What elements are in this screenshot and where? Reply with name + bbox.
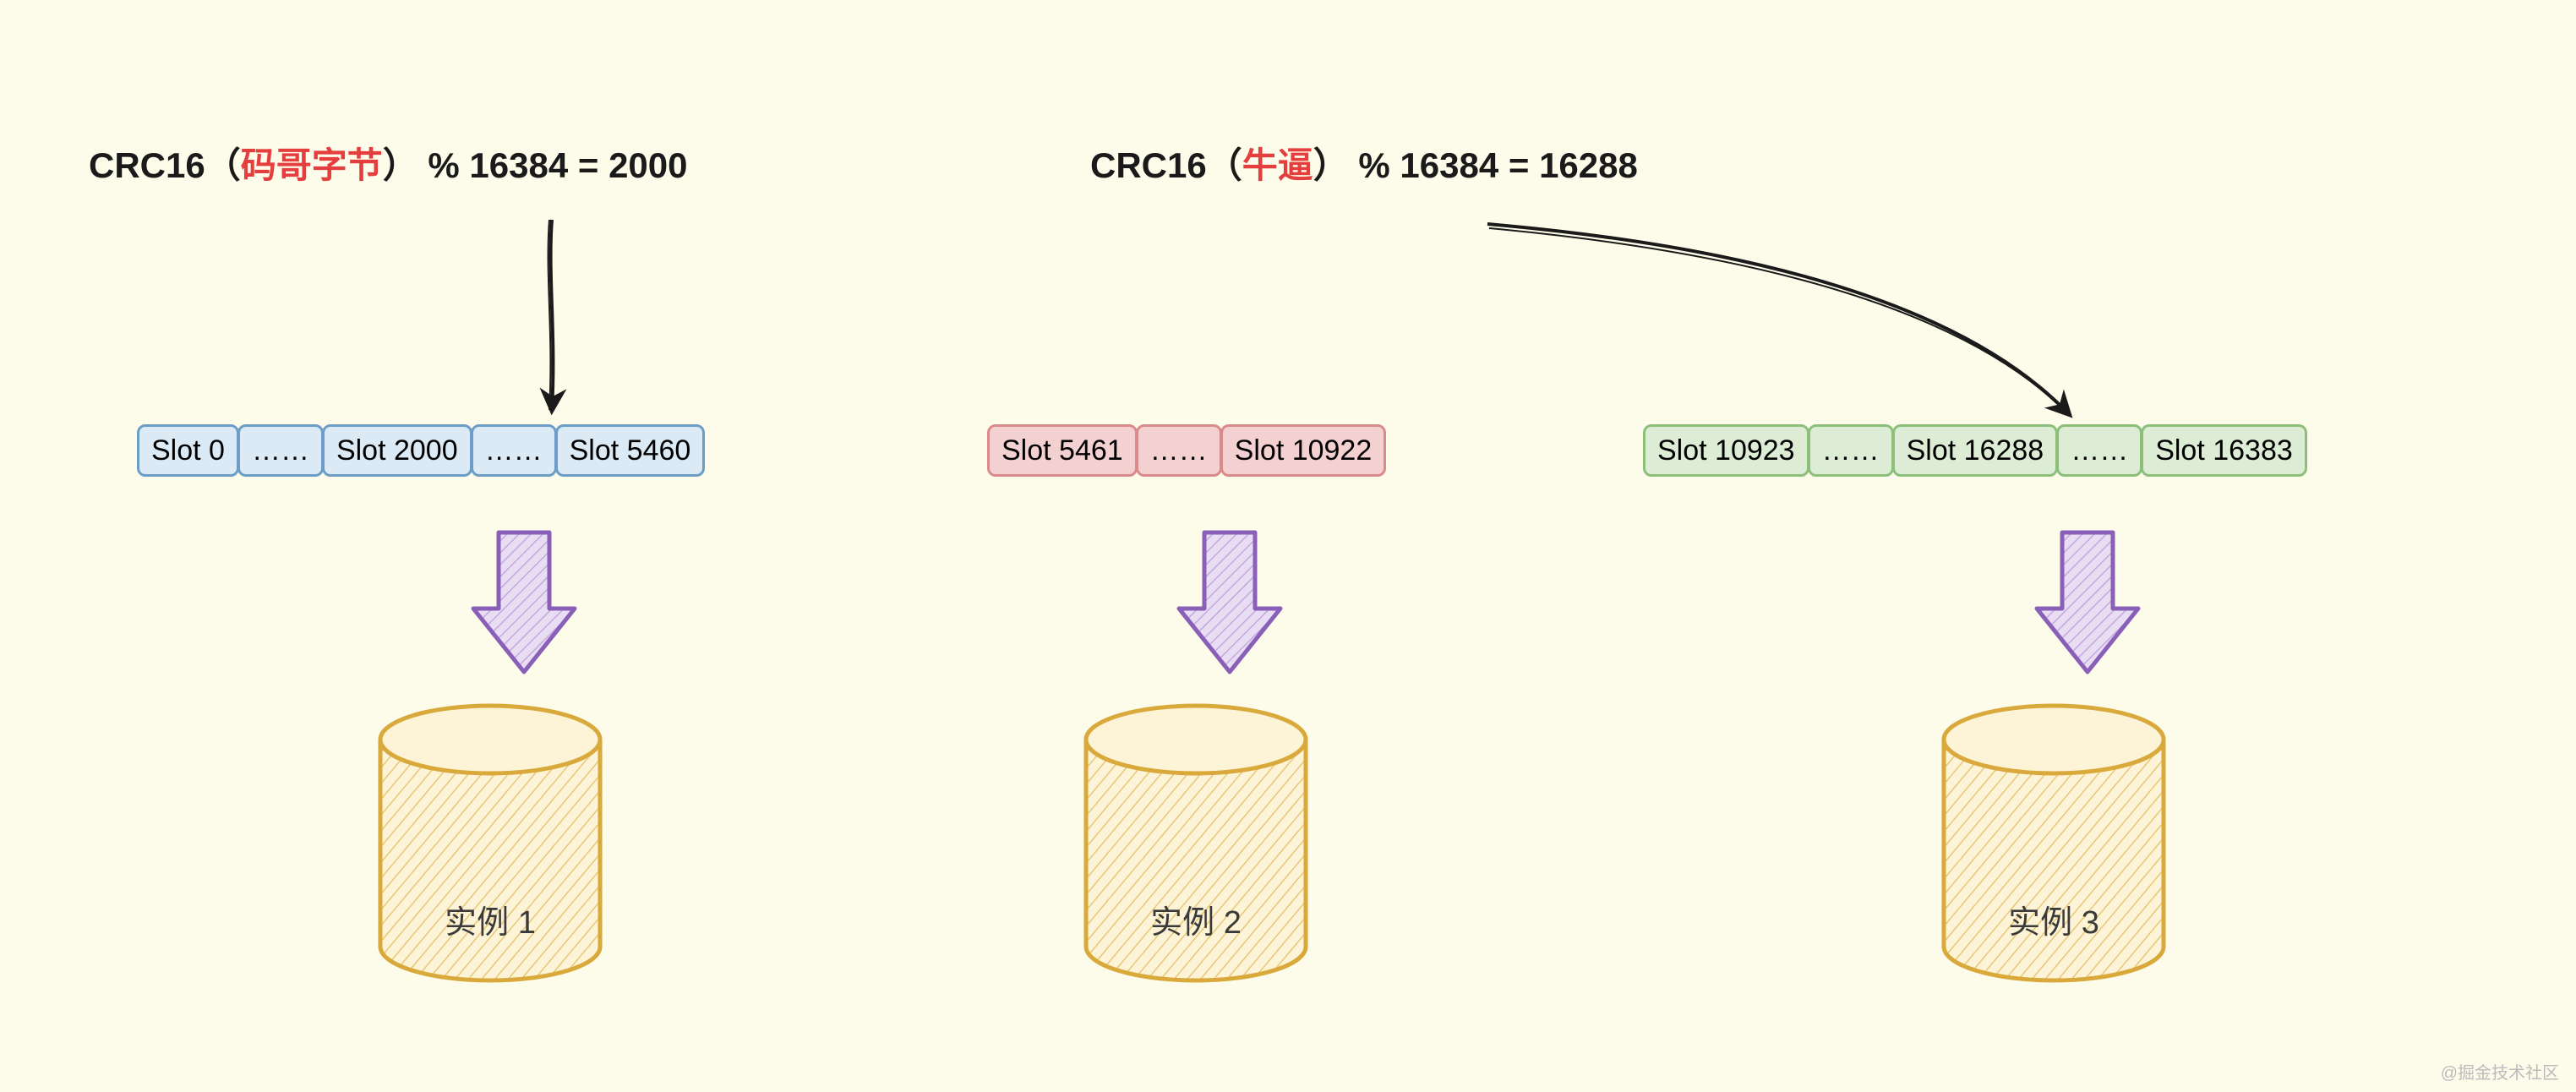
watermark: @掘金技术社区 xyxy=(2441,1059,2559,1084)
slot-box: Slot 10923 xyxy=(1643,424,1809,477)
cylinder-2: 实例 2 xyxy=(1069,693,1323,997)
formula-1: CRC16（码哥字节） % 16384 = 2000 xyxy=(89,137,688,188)
slot-ellipsis: …… xyxy=(471,424,557,477)
slot-box: Slot 16383 xyxy=(2141,424,2307,477)
slot-box: Slot 0 xyxy=(137,424,239,477)
slot-ellipsis: …… xyxy=(237,424,324,477)
cylinder-label: 实例 1 xyxy=(363,896,617,942)
formula-suffix: ） % 16384 = 2000 xyxy=(383,145,688,185)
slot-group-1: Slot 0 …… Slot 2000 …… Slot 5460 xyxy=(137,424,703,477)
cylinder-1: 实例 1 xyxy=(363,693,617,997)
formula-highlight: 牛逼 xyxy=(1242,145,1313,185)
big-arrow-1 xyxy=(465,516,583,685)
cylinder-3: 实例 3 xyxy=(1927,693,2180,997)
slot-ellipsis: …… xyxy=(2056,424,2142,477)
slot-group-2: Slot 5461 …… Slot 10922 xyxy=(987,424,1384,477)
cylinder-label: 实例 2 xyxy=(1069,896,1323,942)
formula-suffix: ） % 16384 = 16288 xyxy=(1313,145,1638,185)
cylinder-label: 实例 3 xyxy=(1927,896,2180,942)
slot-box: Slot 2000 xyxy=(322,424,472,477)
formula-highlight: 码哥字节 xyxy=(241,145,383,185)
slot-box: Slot 5461 xyxy=(987,424,1138,477)
thin-arrow-2 xyxy=(1471,216,2113,435)
thin-arrow-1 xyxy=(507,216,592,427)
big-arrow-3 xyxy=(2028,516,2147,685)
formula-2: CRC16（牛逼） % 16384 = 16288 xyxy=(1090,137,1638,188)
formula-prefix: CRC16（ xyxy=(89,145,241,185)
slot-ellipsis: …… xyxy=(1808,424,1894,477)
slot-group-3: Slot 10923 …… Slot 16288 …… Slot 16383 xyxy=(1643,424,2306,477)
slot-box: Slot 16288 xyxy=(1892,424,2059,477)
formula-prefix: CRC16（ xyxy=(1090,145,1242,185)
slot-box: Slot 5460 xyxy=(555,424,706,477)
big-arrow-2 xyxy=(1171,516,1289,685)
slot-ellipsis: …… xyxy=(1136,424,1222,477)
slot-box: Slot 10922 xyxy=(1220,424,1387,477)
